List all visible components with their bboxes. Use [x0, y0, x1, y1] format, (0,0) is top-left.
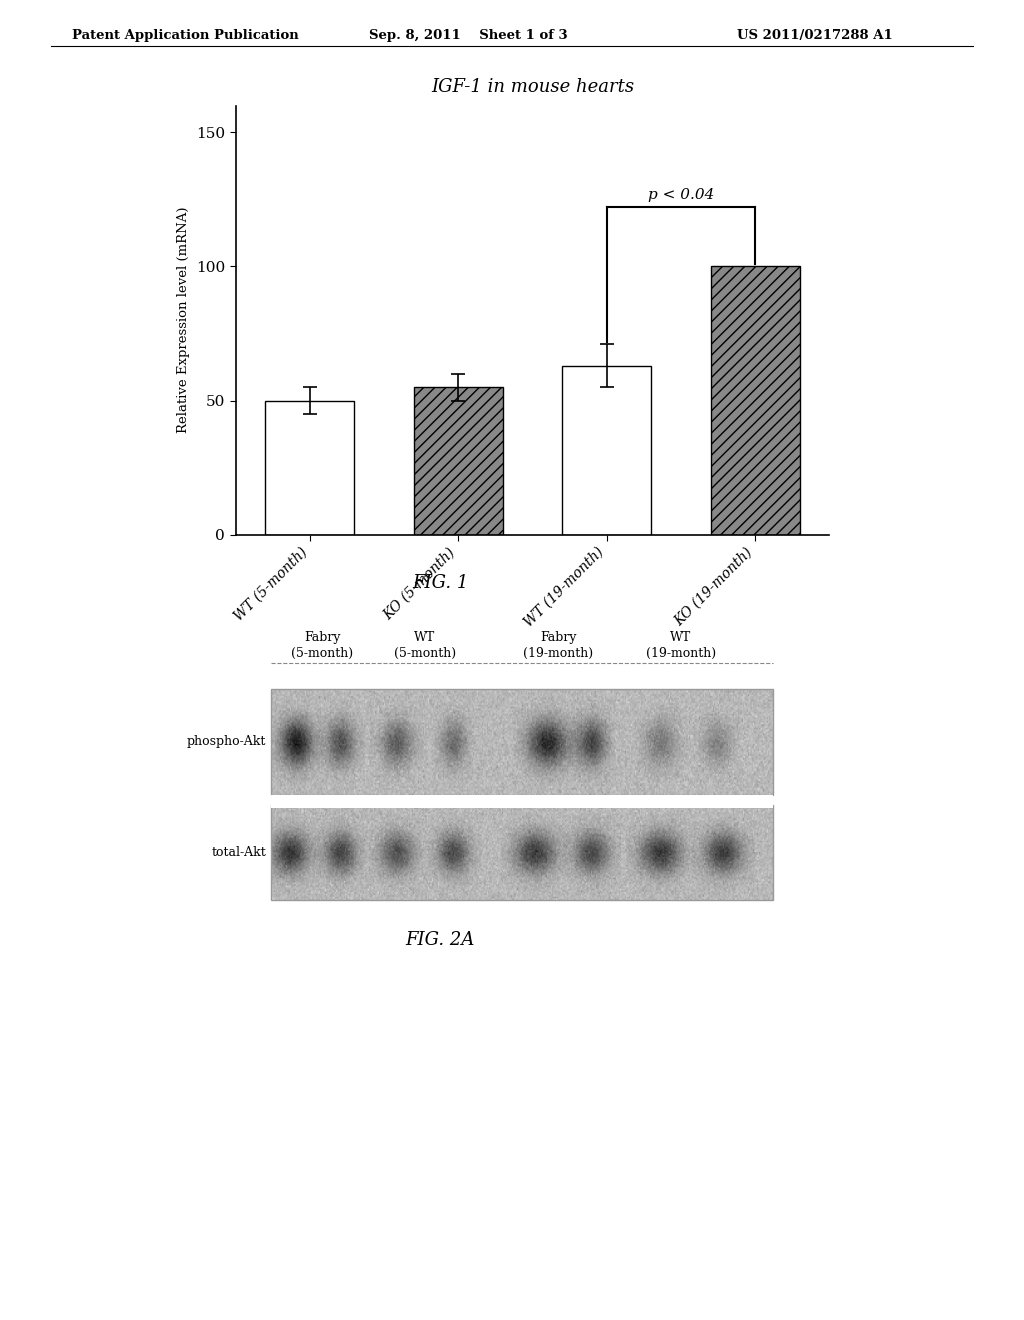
Text: (19-month): (19-month)	[646, 647, 716, 660]
Text: phospho-Akt: phospho-Akt	[186, 735, 266, 748]
Bar	[711, 267, 800, 535]
Text: total-Akt: total-Akt	[212, 846, 266, 859]
Text: WT: WT	[415, 631, 435, 644]
Text: WT: WT	[671, 631, 691, 644]
Text: (5-month): (5-month)	[292, 647, 353, 660]
Bar	[562, 366, 651, 535]
Text: Fabry: Fabry	[540, 631, 577, 644]
Y-axis label: Relative Expression level (mRNA): Relative Expression level (mRNA)	[177, 207, 190, 433]
Bar	[265, 400, 354, 535]
Text: FIG. 2A: FIG. 2A	[406, 931, 475, 949]
Text: Fabry: Fabry	[304, 631, 341, 644]
Text: FIG. 1: FIG. 1	[412, 574, 469, 593]
Text: US 2011/0217288 A1: US 2011/0217288 A1	[737, 29, 893, 42]
Bar	[414, 387, 503, 535]
Text: Patent Application Publication: Patent Application Publication	[72, 29, 298, 42]
Text: Sep. 8, 2011    Sheet 1 of 3: Sep. 8, 2011 Sheet 1 of 3	[369, 29, 567, 42]
Title: IGF-1 in mouse hearts: IGF-1 in mouse hearts	[431, 78, 634, 96]
Text: (5-month): (5-month)	[394, 647, 456, 660]
Text: (19-month): (19-month)	[523, 647, 593, 660]
Text: p < 0.04: p < 0.04	[648, 189, 714, 202]
